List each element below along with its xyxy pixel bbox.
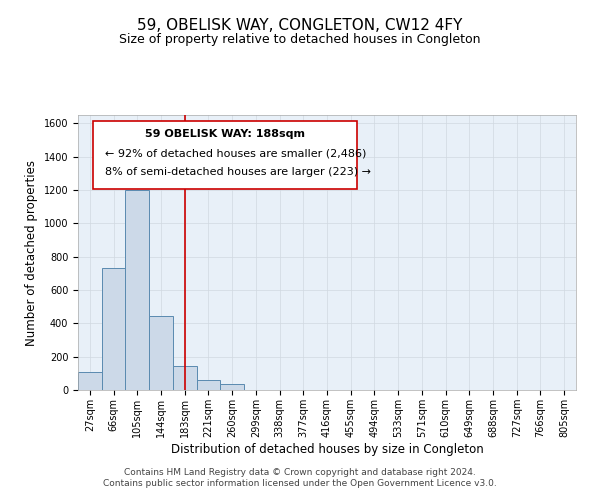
Text: 59 OBELISK WAY: 188sqm: 59 OBELISK WAY: 188sqm — [145, 128, 305, 138]
Bar — [149, 316, 173, 390]
Bar — [173, 366, 197, 390]
Text: ← 92% of detached houses are smaller (2,486): ← 92% of detached houses are smaller (2,… — [106, 148, 367, 158]
X-axis label: Distribution of detached houses by size in Congleton: Distribution of detached houses by size … — [170, 442, 484, 456]
Bar — [78, 372, 102, 390]
Text: Size of property relative to detached houses in Congleton: Size of property relative to detached ho… — [119, 32, 481, 46]
Y-axis label: Number of detached properties: Number of detached properties — [25, 160, 38, 346]
Text: 8% of semi-detached houses are larger (223) →: 8% of semi-detached houses are larger (2… — [106, 167, 371, 177]
Bar — [220, 384, 244, 390]
Bar — [197, 380, 220, 390]
Bar — [102, 268, 125, 390]
FancyBboxPatch shape — [93, 120, 357, 189]
Text: Contains HM Land Registry data © Crown copyright and database right 2024.
Contai: Contains HM Land Registry data © Crown c… — [103, 468, 497, 487]
Text: 59, OBELISK WAY, CONGLETON, CW12 4FY: 59, OBELISK WAY, CONGLETON, CW12 4FY — [137, 18, 463, 32]
Bar — [125, 190, 149, 390]
